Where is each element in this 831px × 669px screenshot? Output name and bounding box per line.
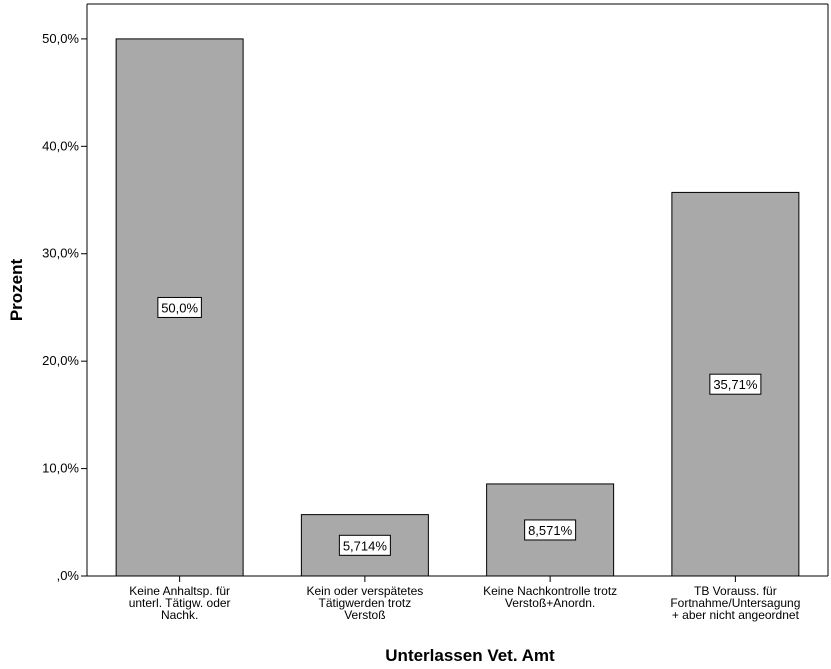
y-tick-label: 50,0% <box>42 31 79 46</box>
y-tick-label: ,0% <box>57 568 80 583</box>
x-category-label: Keine Anhaltsp. für unterl. Tätigw. oder N… <box>129 584 231 622</box>
data-label: 5,714% <box>343 538 388 553</box>
x-category-label-line: Verstoß+Anordn. <box>505 596 595 610</box>
x-category-label-line: + aber nicht angeordnet <box>672 608 800 622</box>
y-axis-title: Prozent <box>7 258 26 321</box>
y-ticks-group: ,0% 10,0% 20,0% 30,0% 40,0% 50,0% <box>42 31 87 583</box>
y-tick-label: 40,0% <box>42 138 79 153</box>
x-axis-title: Unterlassen Vet. Amt <box>385 646 555 665</box>
x-category-label: TB Vorauss. für Fortnahme/Untersagung + ab… <box>670 584 800 622</box>
y-tick-label: 20,0% <box>42 353 79 368</box>
data-labels-group: 50,0% 5,714% 8,571% 35,71% <box>158 297 761 555</box>
x-categories-group: Keine Anhaltsp. für unterl. Tätigw. oder N… <box>129 576 801 622</box>
x-category-label: Kein oder verspätetes Tätigwerden trotz Ve… <box>307 584 424 622</box>
data-label: 50,0% <box>161 300 198 315</box>
data-label: 8,571% <box>528 523 573 538</box>
data-label: 35,71% <box>713 377 758 392</box>
y-tick-label: 30,0% <box>42 246 79 261</box>
x-category-label: Keine Nachkontrolle trotz Verstoß+Anordn. <box>483 584 617 610</box>
y-tick-label: 10,0% <box>42 461 79 476</box>
bars-group <box>116 39 799 576</box>
x-category-label-line: Nachk. <box>161 608 198 622</box>
x-category-label-line: Verstoß <box>344 608 385 622</box>
